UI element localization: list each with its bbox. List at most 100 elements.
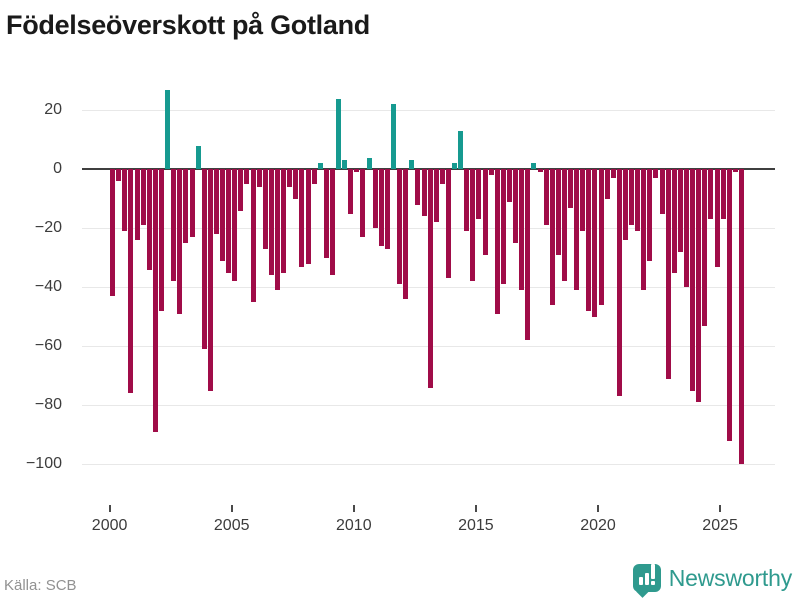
bar-2015Q1[interactable] [476,169,482,220]
bar-2006Q1[interactable] [256,169,262,187]
bar-2000Q4[interactable] [128,169,134,394]
bar-2006Q3[interactable] [268,169,274,276]
bar-2004Q4[interactable] [226,169,232,273]
bar-2015Q4[interactable] [494,169,500,314]
bar-2007Q3[interactable] [293,169,299,199]
bar-2023Q2[interactable] [677,169,683,252]
bar-2014Q3[interactable] [464,169,470,232]
bar-2007Q4[interactable] [299,169,305,267]
bar-2010Q1[interactable] [354,169,360,173]
bar-2001Q1[interactable] [134,169,140,241]
bar-2021Q3[interactable] [635,169,641,232]
bar-2021Q4[interactable] [641,169,647,291]
bar-2025Q4[interactable] [738,169,744,465]
bar-2007Q2[interactable] [287,169,293,187]
bar-2003Q4[interactable] [201,169,207,350]
bar-2018Q3[interactable] [561,169,567,282]
bar-2003Q1[interactable] [183,169,189,244]
bar-2020Q4[interactable] [616,169,622,397]
bar-2003Q2[interactable] [189,169,195,238]
bar-2011Q1[interactable] [378,169,384,246]
bar-2002Q2[interactable] [165,89,171,170]
bar-2001Q3[interactable] [146,169,152,270]
bar-2025Q2[interactable] [726,169,732,441]
bar-2001Q4[interactable] [152,169,158,432]
bar-2023Q3[interactable] [684,169,690,288]
bar-2018Q1[interactable] [549,169,555,305]
bar-2024Q1[interactable] [696,169,702,403]
bar-2021Q1[interactable] [622,169,628,241]
bar-2018Q2[interactable] [555,169,561,255]
bar-2010Q2[interactable] [360,169,366,238]
bar-2009Q1[interactable] [329,169,335,276]
bar-2013Q3[interactable] [439,169,445,185]
bar-2014Q1[interactable] [452,163,458,170]
bar-2017Q3[interactable] [537,169,543,173]
bar-2002Q3[interactable] [171,169,177,282]
bar-2004Q3[interactable] [220,169,226,261]
bar-2006Q4[interactable] [274,169,280,291]
bar-2017Q1[interactable] [525,169,531,341]
bar-2005Q1[interactable] [232,169,238,282]
bar-2002Q4[interactable] [177,169,183,314]
bar-2006Q2[interactable] [262,169,268,249]
bar-2022Q3[interactable] [659,169,665,214]
bar-2022Q2[interactable] [653,169,659,179]
bar-2020Q3[interactable] [610,169,616,179]
newsworthy-logo[interactable]: Newsworthy [632,564,792,598]
bar-2025Q1[interactable] [720,169,726,220]
bar-2008Q2[interactable] [311,169,317,185]
bar-2012Q3[interactable] [415,169,421,205]
bar-2013Q4[interactable] [445,169,451,279]
bar-2010Q4[interactable] [372,169,378,229]
bar-2025Q3[interactable] [732,169,738,173]
bar-2017Q2[interactable] [531,163,537,170]
bar-2022Q4[interactable] [665,169,671,379]
bar-2016Q2[interactable] [506,169,512,202]
bar-2010Q3[interactable] [366,157,372,170]
bar-2019Q4[interactable] [592,169,598,317]
bar-2019Q3[interactable] [586,169,592,311]
bar-2013Q1[interactable] [427,169,433,388]
bar-2016Q3[interactable] [513,169,519,244]
bar-2019Q1[interactable] [574,169,580,291]
bar-2014Q4[interactable] [470,169,476,282]
bar-2024Q3[interactable] [708,169,714,220]
bar-2021Q2[interactable] [629,169,635,226]
bar-2011Q4[interactable] [397,169,403,285]
bar-2014Q2[interactable] [458,130,464,170]
bar-2019Q2[interactable] [580,169,586,232]
bar-2009Q3[interactable] [342,160,348,170]
bar-2018Q4[interactable] [568,169,574,208]
bar-2004Q2[interactable] [213,169,219,235]
bar-2013Q2[interactable] [433,169,439,223]
bar-2000Q2[interactable] [116,169,122,182]
bar-2024Q2[interactable] [702,169,708,326]
bar-2012Q2[interactable] [409,160,415,170]
bar-2023Q1[interactable] [671,169,677,273]
bar-2020Q1[interactable] [598,169,604,305]
bar-2001Q2[interactable] [140,169,146,226]
bar-2000Q3[interactable] [122,169,128,232]
bar-2005Q3[interactable] [244,169,250,185]
bar-2022Q1[interactable] [647,169,653,261]
bar-2011Q2[interactable] [384,169,390,249]
bar-2008Q1[interactable] [305,169,311,264]
bar-2016Q4[interactable] [519,169,525,291]
bar-2008Q4[interactable] [323,169,329,258]
bar-2008Q3[interactable] [317,163,323,170]
bar-2011Q3[interactable] [390,104,396,170]
bar-2007Q1[interactable] [281,169,287,273]
bar-2016Q1[interactable] [500,169,506,285]
bar-2004Q1[interactable] [207,169,213,391]
bar-2005Q2[interactable] [238,169,244,211]
bar-2005Q4[interactable] [250,169,256,303]
bar-2002Q1[interactable] [158,169,164,311]
bar-2020Q2[interactable] [604,169,610,199]
bar-2009Q4[interactable] [348,169,354,214]
bar-2017Q4[interactable] [543,169,549,226]
bar-2000Q1[interactable] [110,169,116,297]
bar-2003Q3[interactable] [195,145,201,170]
bar-2012Q1[interactable] [403,169,409,300]
bar-2012Q4[interactable] [421,169,427,217]
